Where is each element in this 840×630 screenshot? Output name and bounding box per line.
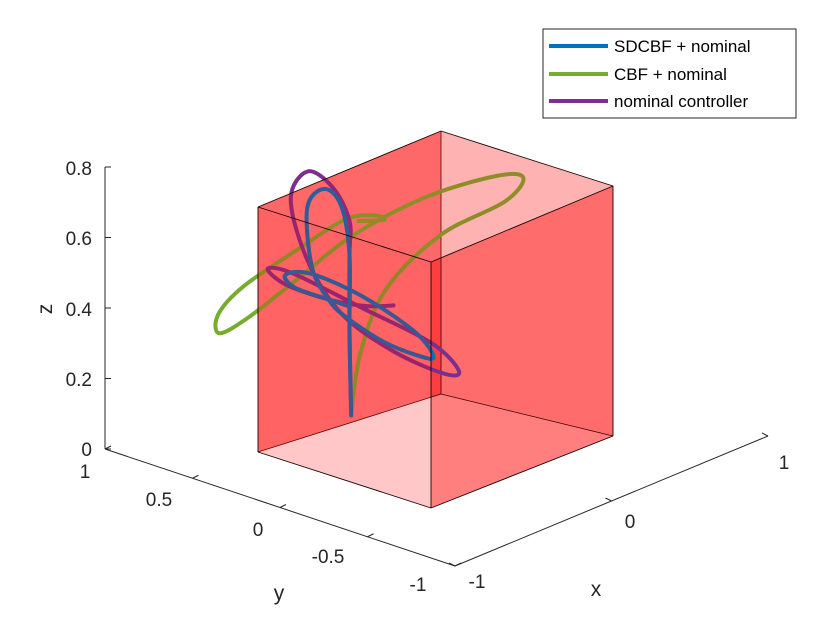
y-tick-label: -0.5	[312, 547, 345, 568]
x-tick-label: -1	[469, 572, 486, 593]
y-tick-label: 1	[80, 462, 91, 483]
x-axis-label: x	[591, 578, 602, 601]
x-tick-mark	[448, 562, 456, 567]
legend-label-cbf: CBF + nominal	[614, 65, 727, 84]
obstacle-edge	[257, 451, 432, 509]
obstacle-face-right	[431, 186, 613, 508]
trajectory-cbf	[213, 171, 526, 418]
obstacle-edge	[257, 393, 442, 453]
legend: SDCBF + nominal CBF + nominal nominal co…	[542, 28, 797, 119]
z-tick-label: 0	[81, 440, 92, 461]
x-tick-mark	[761, 432, 769, 437]
y-tick-mark	[192, 474, 199, 479]
obstacle-edge	[430, 185, 614, 263]
y-tick-mark	[454, 562, 462, 567]
obstacle-face-front	[258, 207, 431, 508]
obstacle-face-top	[258, 131, 613, 262]
obstacle-edge	[257, 130, 442, 208]
x-tick-mark	[605, 497, 612, 502]
z-tick-label: 0.4	[66, 300, 93, 321]
y-tick-mark	[104, 445, 112, 450]
x-tick-label: 0	[625, 512, 636, 533]
y-axis-label: y	[274, 582, 285, 605]
legend-label-nominal: nominal controller	[614, 92, 749, 111]
obstacle-edge	[440, 130, 614, 187]
y-tick-mark	[279, 504, 287, 508]
z-axis-label: z	[34, 304, 57, 315]
trajectory-nominal	[265, 169, 462, 412]
tick-marks	[104, 166, 769, 567]
legend-label-sdcbf: SDCBF + nominal	[614, 37, 751, 56]
trajectory-sdcbf	[282, 186, 436, 418]
z-tick-label: 0.2	[66, 370, 92, 391]
y-tick-label: 0	[253, 520, 264, 541]
y-tick-label: -1	[410, 575, 427, 596]
obstacle-cube-front	[257, 130, 614, 509]
y-tick-label: 0.5	[146, 490, 172, 511]
y-tick-mark	[367, 533, 374, 538]
x-tick-label: 1	[779, 453, 790, 474]
z-tick-label: 0.8	[66, 159, 92, 180]
obstacle-edge	[440, 393, 614, 437]
obstacle-edge	[257, 206, 432, 263]
trajectory-curves	[213, 169, 526, 418]
z-tick-label: 0.6	[66, 229, 92, 250]
obstacle-edge	[430, 435, 614, 509]
